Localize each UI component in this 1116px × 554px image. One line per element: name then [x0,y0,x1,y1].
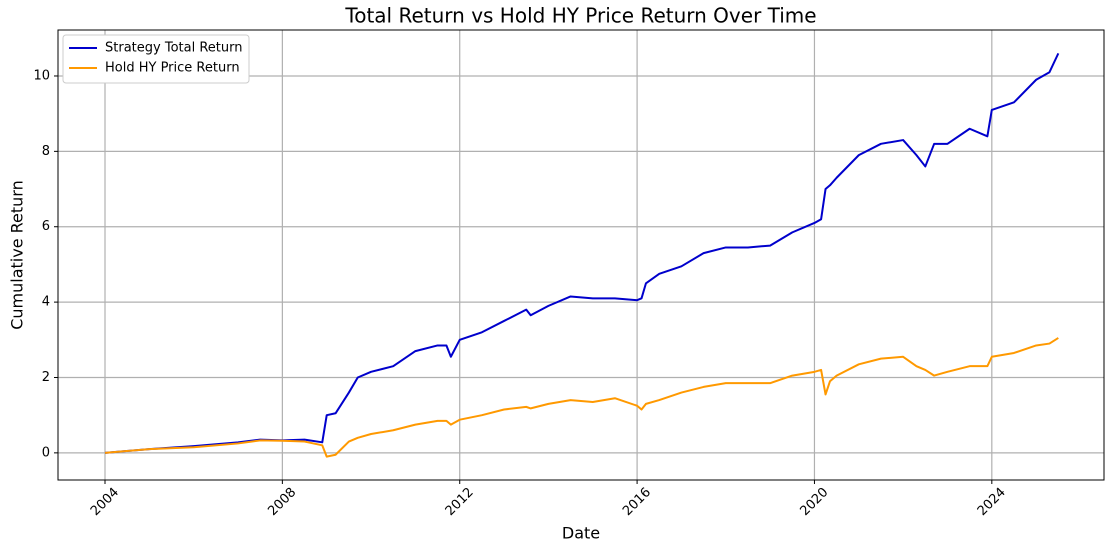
series-line [104,337,1059,458]
y-tick-label: 0 [42,445,50,460]
x-tick-label: 2016 [620,485,654,519]
plot-frame [57,29,1105,481]
y-tick-label: 2 [42,370,50,385]
series-line [104,52,1060,454]
x-axis-label: Date [562,524,600,543]
y-tick-label: 10 [33,68,50,83]
legend-label: Strategy Total Return [105,41,242,56]
y-axis-label: Cumulative Return [8,180,27,330]
chart-title: Total Return vs Hold HY Price Return Ove… [344,4,816,28]
y-tick-label: 8 [42,144,50,159]
x-tick-label: 2020 [797,485,831,519]
y-tick-label: 4 [42,295,50,310]
legend-label: Hold HY Price Return [105,61,240,76]
x-tick-label: 2008 [265,485,299,519]
legend-box [62,34,250,84]
x-tick-label: 2024 [975,485,1009,519]
legend: Strategy Total Return Hold HY Price Retur… [62,34,250,84]
x-tick-label: 2012 [443,485,477,519]
x-tick-label: 2004 [88,485,122,519]
y-tick-label: 6 [42,219,50,234]
